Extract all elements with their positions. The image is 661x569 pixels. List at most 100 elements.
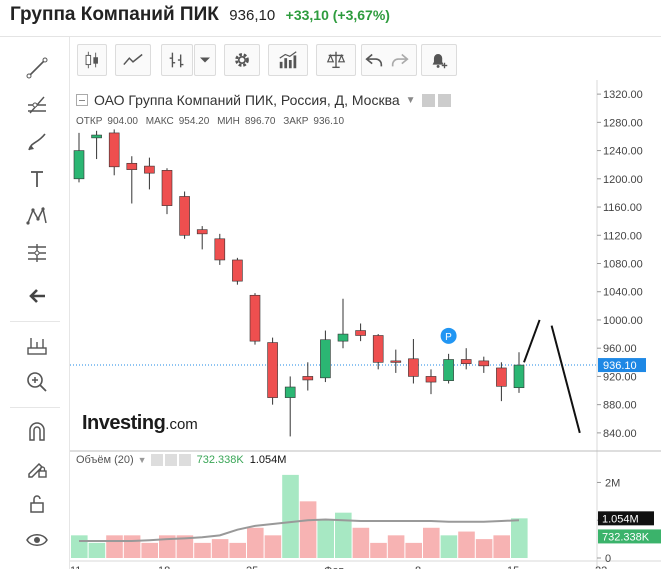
instrument-title: Группа Компаний ПИК — [10, 4, 219, 25]
trendline-tool-icon[interactable] — [18, 51, 56, 85]
text-tool-icon[interactable] — [18, 162, 56, 196]
candle-body[interactable] — [478, 360, 490, 367]
chevron-down-icon[interactable]: ▼ — [405, 94, 416, 106]
volume-bar — [405, 542, 422, 558]
candle-body[interactable] — [73, 150, 85, 180]
gear-square-icon[interactable] — [437, 93, 451, 107]
lock-pencil-icon[interactable] — [18, 451, 56, 485]
chevron-down-icon[interactable]: ▼ — [137, 455, 147, 465]
candle-body[interactable] — [425, 376, 437, 383]
candles-button[interactable] — [77, 44, 107, 76]
candle-body[interactable] — [390, 360, 402, 363]
eye-icon[interactable] — [18, 523, 56, 557]
volume-bar — [159, 535, 176, 558]
candle-body[interactable] — [355, 330, 366, 336]
candle-body[interactable] — [337, 333, 349, 342]
scales-icon — [326, 51, 346, 69]
settings-button[interactable] — [224, 44, 260, 76]
indicators-button[interactable] — [161, 44, 193, 76]
lock-icon[interactable] — [18, 487, 56, 521]
current-price-badge — [598, 358, 646, 373]
volume-bar — [123, 535, 141, 558]
logo-suffix: .com — [165, 416, 198, 433]
volume-bar — [387, 535, 405, 558]
price-tick-label: 1320.00 — [603, 89, 643, 101]
collapse-legend-icon[interactable] — [76, 94, 88, 106]
price-tick-label: 1120.00 — [603, 230, 642, 242]
zoom-in-icon[interactable] — [18, 365, 56, 399]
close-value: 936.10 — [313, 116, 345, 127]
candle-body[interactable] — [249, 294, 261, 342]
volume-bar — [423, 527, 440, 558]
toolbar-divider — [10, 407, 60, 408]
candle-body[interactable] — [320, 339, 331, 379]
studies-button[interactable] — [268, 44, 308, 76]
redo-button[interactable] — [389, 49, 415, 71]
candle-body[interactable] — [513, 364, 525, 389]
candle-body[interactable] — [126, 162, 138, 170]
pattern-tool-icon[interactable] — [18, 199, 56, 233]
volume-tick-label: 2M — [605, 477, 620, 489]
settings-square-icon[interactable] — [150, 454, 163, 466]
price-tick-label: 1160.00 — [603, 202, 642, 214]
drawing-toolbar — [0, 37, 70, 569]
time-tick-label: Фев — [324, 565, 344, 569]
high-value: 954.20 — [178, 116, 210, 127]
candle-body[interactable] — [284, 386, 296, 398]
alert-button[interactable] — [421, 44, 457, 76]
volume-legend: Объём (20) ▼ 732.338K 1.054M — [76, 454, 286, 466]
candle-body[interactable] — [302, 376, 314, 381]
open-label: ОТКР — [76, 116, 103, 127]
price-tick-label: 1040.00 — [603, 287, 643, 299]
price-change: +33,10 (+3,67%) — [285, 7, 390, 23]
event-marker-p[interactable] — [440, 327, 457, 344]
drawing-line[interactable] — [550, 325, 581, 434]
chart-area[interactable]: 1320.00 1280.00 1240.00 1200.00 1160.00 1120.… — [70, 80, 661, 569]
volume-badge-green-label: 732.338K — [602, 531, 650, 543]
chart-canvas[interactable]: 1320.00 1280.00 1240.00 1200.00 1160.00 1120.… — [70, 80, 661, 569]
low-label: МИН — [217, 116, 240, 127]
candle-body[interactable] — [108, 132, 120, 168]
price-tick-label: 1000.00 — [603, 315, 643, 327]
candle-body[interactable] — [91, 134, 102, 139]
candle-body[interactable] — [232, 259, 243, 282]
volume-bar — [247, 527, 264, 558]
chevron-down-icon — [200, 57, 210, 63]
event-marker-label: P — [445, 332, 452, 343]
candle-body[interactable] — [144, 165, 155, 174]
candle-body[interactable] — [267, 342, 278, 398]
brush-tool-icon[interactable] — [18, 125, 56, 159]
close-square-icon[interactable] — [178, 454, 191, 466]
price-tick-label: 1240.00 — [603, 146, 643, 158]
measure-tool-icon[interactable] — [18, 236, 56, 270]
drawing-line[interactable] — [523, 319, 541, 363]
candle-body[interactable] — [214, 238, 226, 261]
low-value: 896.70 — [244, 116, 276, 127]
ruler-tool-icon[interactable] — [18, 329, 56, 363]
candle-body[interactable] — [179, 196, 190, 236]
line-chart-button[interactable] — [115, 44, 151, 76]
candle-body[interactable] — [408, 358, 419, 377]
settings-square-icon[interactable] — [421, 93, 435, 107]
time-tick-label: 8 — [415, 565, 421, 569]
candle-body[interactable] — [372, 335, 384, 363]
candle-body[interactable] — [460, 359, 472, 365]
volume-tick-label: 0 — [605, 553, 611, 565]
candle-body[interactable] — [161, 170, 173, 206]
volume-bar — [299, 501, 317, 558]
magnet-icon[interactable] — [18, 415, 56, 449]
fib-tool-icon[interactable] — [18, 88, 56, 122]
volume-bar — [264, 535, 282, 558]
legend-title: ОАО Группа Компаний ПИК, Россия, Д, Моск… — [94, 92, 400, 108]
candle-body[interactable] — [496, 367, 507, 387]
compare-button[interactable] — [316, 44, 356, 76]
volume-bar — [88, 542, 106, 558]
candle-body[interactable] — [196, 229, 208, 235]
dropdown-arrow-button[interactable] — [194, 44, 216, 76]
candle-body[interactable] — [443, 359, 454, 381]
back-arrow-icon[interactable] — [18, 279, 56, 313]
gear-square-icon[interactable] — [164, 454, 177, 466]
line-chart-icon — [123, 53, 143, 66]
undo-button[interactable] — [363, 49, 389, 71]
redo-icon — [391, 53, 409, 67]
